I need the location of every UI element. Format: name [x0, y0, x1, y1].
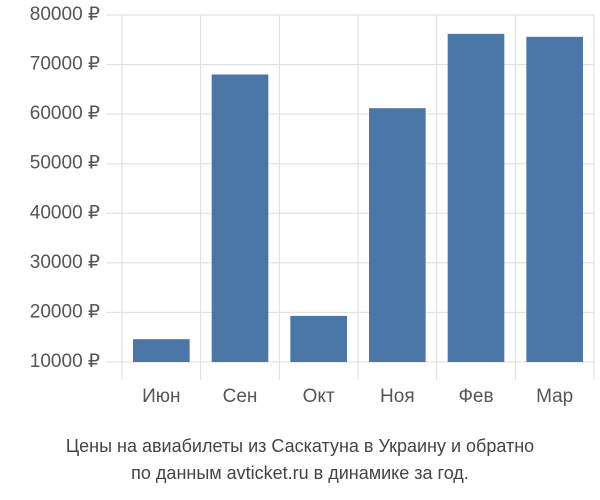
- x-tick-label: Мар: [536, 386, 573, 407]
- y-tick-label: 70000 ₽: [30, 54, 100, 75]
- bar: [526, 36, 583, 362]
- x-tick-label: Сен: [223, 386, 258, 407]
- bar: [290, 315, 347, 362]
- chart-title: по данным avticket.ru в динамике за год.: [131, 463, 469, 483]
- bar: [133, 339, 190, 362]
- y-tick-label: 80000 ₽: [30, 4, 100, 25]
- y-tick-label: 50000 ₽: [30, 153, 100, 174]
- x-tick-label: Июн: [142, 386, 180, 407]
- chart-title: Цены на авиабилеты из Саскатуна в Украин…: [66, 436, 534, 456]
- bar: [369, 108, 426, 363]
- y-tick-label: 20000 ₽: [30, 301, 100, 322]
- x-tick-label: Фев: [458, 386, 493, 407]
- y-tick-label: 10000 ₽: [30, 351, 100, 372]
- y-tick-label: 40000 ₽: [30, 202, 100, 223]
- bar: [211, 74, 269, 362]
- x-tick-label: Окт: [303, 386, 335, 407]
- x-tick-label: Ноя: [380, 386, 415, 407]
- bar: [447, 33, 505, 362]
- y-tick-label: 30000 ₽: [30, 252, 100, 273]
- y-tick-label: 60000 ₽: [30, 103, 100, 124]
